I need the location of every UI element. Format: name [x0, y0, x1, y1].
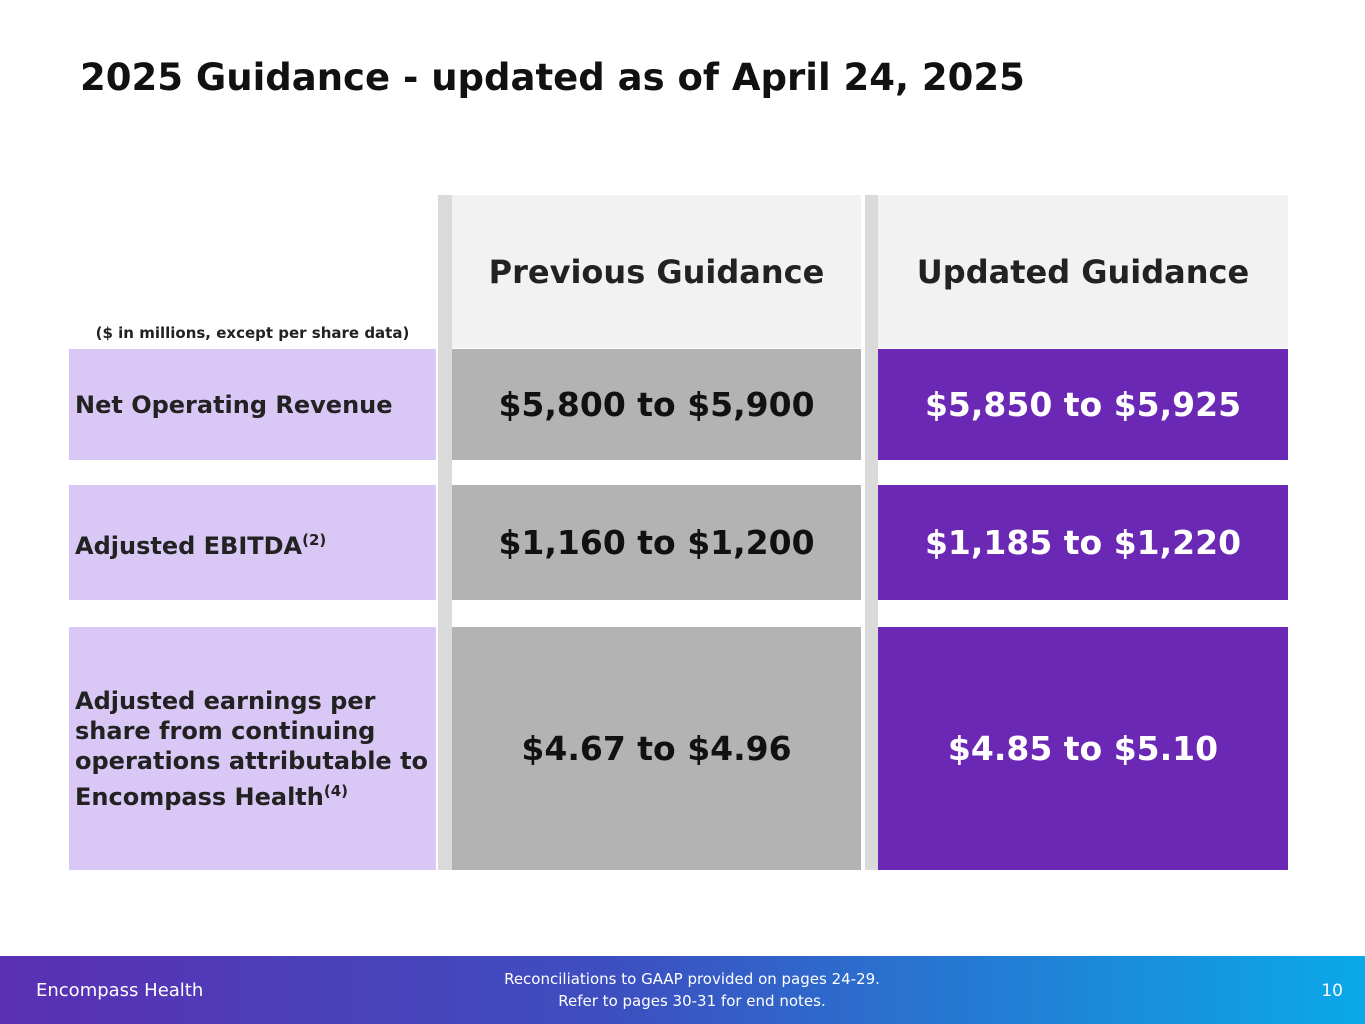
- footnote-ref: (2): [302, 530, 327, 549]
- header-text: Previous Guidance: [488, 252, 825, 291]
- page-number: 10: [1321, 981, 1343, 1001]
- value-text: $4.67 to $4.96: [521, 729, 792, 768]
- footnote-ref: (4): [323, 781, 349, 800]
- previous-value: $4.67 to $4.96: [452, 627, 861, 870]
- previous-value: $5,800 to $5,900: [452, 349, 861, 460]
- label-text: Adjusted earnings per share from continu…: [75, 686, 429, 811]
- value-text: $5,850 to $5,925: [924, 385, 1242, 424]
- row-label: Adjusted earnings per share from continu…: [69, 627, 436, 870]
- column-header: Updated Guidance: [878, 195, 1288, 348]
- footer-note: Refer to pages 30-31 for end notes.: [558, 992, 826, 1010]
- header-text: Updated Guidance: [916, 252, 1250, 291]
- updated-value: $1,185 to $1,220: [878, 485, 1288, 600]
- divider: [438, 195, 452, 870]
- previous-value: $1,160 to $1,200: [452, 485, 861, 600]
- column-header: Previous Guidance: [452, 195, 861, 348]
- label-text: Adjusted EBITDA: [75, 531, 303, 560]
- title: 2025 Guidance - updated as of April 24, …: [80, 56, 1025, 99]
- footer-notes: Reconciliations to GAAP provided on page…: [392, 968, 992, 1012]
- row-label: Adjusted EBITDA(2): [69, 485, 436, 600]
- divider: [865, 195, 878, 870]
- footer: Encompass Health Reconciliations to GAAP…: [0, 956, 1365, 1024]
- value-text: $1,185 to $1,220: [924, 523, 1242, 562]
- company-name: Encompass Health: [36, 980, 204, 1001]
- units-note: ($ in millions, except per share data): [95, 324, 410, 342]
- value-text: $5,800 to $5,900: [498, 385, 815, 424]
- updated-value: $4.85 to $5.10: [878, 627, 1288, 870]
- row-label: Net Operating Revenue: [69, 349, 436, 460]
- updated-value: $5,850 to $5,925: [878, 349, 1288, 460]
- value-text: $4.85 to $5.10: [947, 729, 1219, 768]
- value-text: $1,160 to $1,200: [498, 523, 815, 562]
- footer-note: Reconciliations to GAAP provided on page…: [504, 970, 880, 988]
- label-text: Net Operating Revenue: [75, 390, 393, 419]
